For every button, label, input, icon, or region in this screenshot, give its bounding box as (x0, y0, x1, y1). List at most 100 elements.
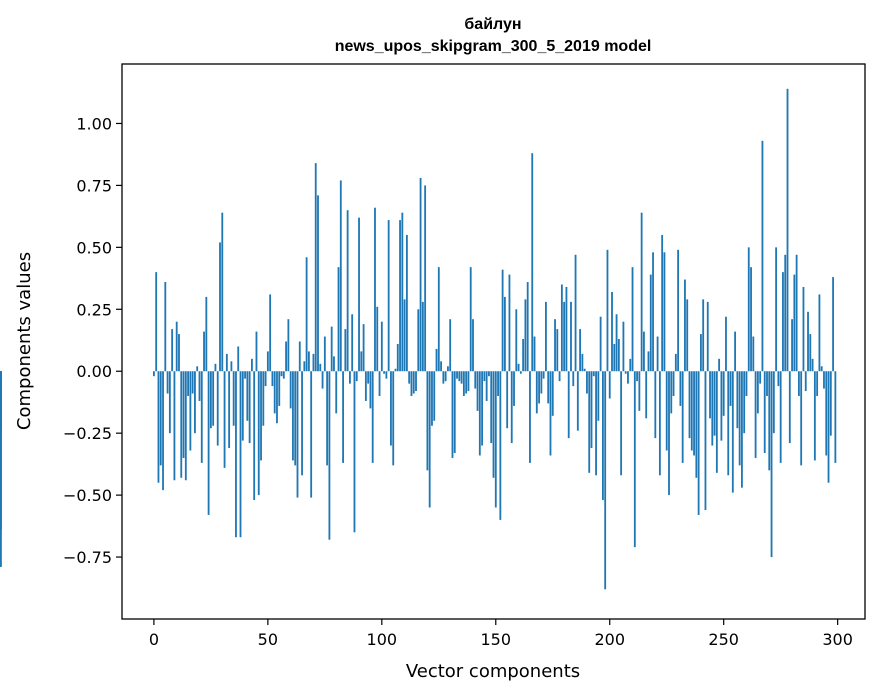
bar-279 (788, 371, 791, 444)
bar-243 (706, 301, 709, 372)
bar-211 (633, 371, 636, 548)
bar-162 (522, 339, 525, 372)
bar-203 (615, 314, 618, 372)
bar-231 (679, 371, 682, 406)
bar-280 (791, 319, 793, 372)
x-tick-label-100: 100 (367, 630, 398, 649)
bar-77 (328, 371, 331, 540)
bar-245 (711, 371, 714, 446)
bar-161 (519, 371, 522, 374)
x-axis-ticks: 0 50 100 150 200 250 300 (149, 619, 853, 649)
y-axis-ticks: −0.75 −0.50 −0.25 0.00 0.25 0.50 0.75 1.00 (63, 114, 122, 567)
bar-155 (506, 371, 509, 429)
bar-undefined (0, 371, 2, 567)
bar-158 (513, 371, 515, 406)
bar-15 (187, 371, 189, 397)
bar-283 (797, 371, 800, 397)
bar-143 (478, 371, 481, 456)
bar-272 (772, 371, 775, 434)
bar-19 (196, 366, 199, 372)
chart-subtitle: news_upos_skipgram_300_5_2019 model (335, 38, 652, 55)
bar-176 (554, 319, 556, 372)
bar-166 (531, 153, 534, 372)
bar-47 (260, 371, 262, 461)
bar-33 (228, 371, 231, 449)
bar-41 (246, 371, 249, 421)
bar-14 (184, 371, 187, 481)
bar-115 (415, 371, 417, 392)
bar-242 (704, 371, 707, 510)
bar-268 (763, 371, 766, 453)
y-tick-label-4: 0.25 (76, 300, 112, 319)
bar-26 (212, 371, 215, 426)
bar-76 (326, 371, 329, 466)
bar-137 (465, 371, 468, 394)
bar-189 (583, 368, 586, 372)
bar-63 (296, 371, 299, 498)
bar-149 (492, 371, 495, 478)
bar-270 (768, 371, 771, 471)
bar-205 (620, 371, 623, 476)
bar-6 (166, 371, 169, 394)
bar-121 (428, 371, 431, 508)
bar-79 (333, 356, 335, 372)
bar-206 (622, 321, 625, 372)
bar-144 (481, 371, 484, 446)
bar-217 (647, 351, 650, 372)
bar-undefined (0, 371, 2, 431)
x-tick-label-200: 200 (594, 630, 625, 649)
bar-46 (257, 371, 260, 496)
bar-212 (636, 371, 638, 382)
bar-255 (734, 331, 736, 372)
y-tick-label-3: 0.00 (76, 362, 112, 381)
bar-285 (802, 286, 805, 372)
bar-186 (576, 371, 579, 431)
x-tick-label-250: 250 (708, 630, 739, 649)
bar-214 (640, 212, 643, 372)
bar-297 (829, 371, 832, 436)
bar-92 (362, 324, 365, 372)
bar-292 (818, 294, 821, 372)
bar-124 (435, 348, 438, 372)
bar-171 (542, 371, 545, 379)
bar-118 (421, 301, 424, 372)
bar-71 (314, 163, 317, 372)
bar-37 (237, 346, 240, 372)
bar-168 (535, 371, 538, 414)
bar-220 (654, 371, 657, 439)
bar-12 (180, 371, 183, 478)
bar-13 (182, 371, 185, 458)
bar-195 (597, 371, 600, 421)
bar-295 (825, 371, 828, 456)
bar-167 (533, 336, 536, 372)
bar-54 (276, 371, 278, 424)
bar-38 (239, 371, 242, 538)
bar-183 (570, 301, 572, 372)
bar-153 (501, 269, 504, 372)
bar-116 (417, 309, 420, 372)
bar-210 (631, 267, 634, 372)
bar-293 (820, 366, 823, 372)
bar-226 (668, 371, 670, 496)
bar-291 (816, 371, 819, 397)
bar-175 (551, 371, 554, 416)
bar-3 (159, 371, 162, 466)
bar-4 (162, 371, 164, 491)
bar-259 (743, 371, 746, 434)
bar-172 (545, 301, 547, 372)
bar-87 (351, 314, 354, 372)
bar-69 (310, 371, 313, 498)
y-tick-label-7: 1.00 (76, 114, 112, 133)
bar-51 (269, 294, 272, 372)
bar-44 (253, 371, 256, 501)
bar-90 (358, 217, 360, 372)
bar-82 (339, 180, 342, 372)
bar-257 (738, 371, 741, 466)
bar-169 (538, 371, 540, 404)
bar-2 (157, 371, 160, 483)
y-tick-label-2: −0.25 (63, 424, 112, 443)
bar-269 (766, 371, 768, 397)
bar-135 (460, 371, 463, 384)
bar-276 (782, 272, 784, 372)
